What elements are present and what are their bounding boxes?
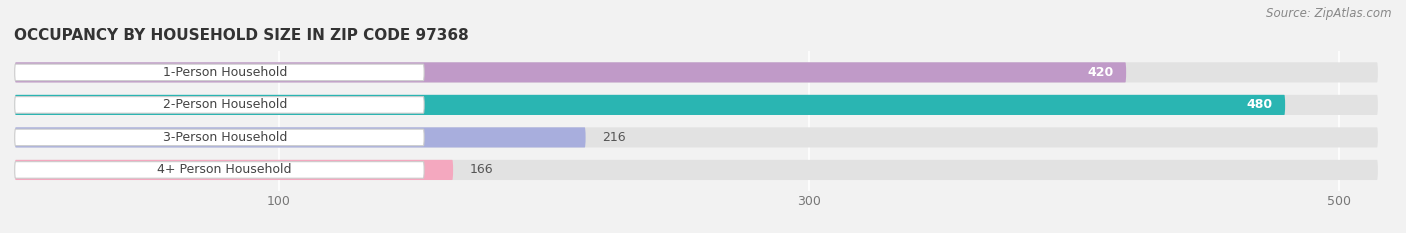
Text: 166: 166 <box>470 163 494 176</box>
FancyBboxPatch shape <box>14 129 425 146</box>
Text: OCCUPANCY BY HOUSEHOLD SIZE IN ZIP CODE 97368: OCCUPANCY BY HOUSEHOLD SIZE IN ZIP CODE … <box>14 28 468 43</box>
Text: 4+ Person Household: 4+ Person Household <box>157 163 292 176</box>
FancyBboxPatch shape <box>15 127 585 147</box>
Text: 216: 216 <box>602 131 626 144</box>
FancyBboxPatch shape <box>14 64 425 81</box>
FancyBboxPatch shape <box>15 95 1285 115</box>
FancyBboxPatch shape <box>14 162 425 178</box>
Text: 3-Person Household: 3-Person Household <box>163 131 287 144</box>
Text: Source: ZipAtlas.com: Source: ZipAtlas.com <box>1267 7 1392 20</box>
FancyBboxPatch shape <box>15 160 1378 180</box>
FancyBboxPatch shape <box>14 97 425 113</box>
Text: 1-Person Household: 1-Person Household <box>163 66 287 79</box>
FancyBboxPatch shape <box>15 127 1378 147</box>
FancyBboxPatch shape <box>15 62 1378 82</box>
Text: 420: 420 <box>1087 66 1114 79</box>
Text: 480: 480 <box>1247 98 1272 111</box>
FancyBboxPatch shape <box>15 95 1378 115</box>
FancyBboxPatch shape <box>15 62 1126 82</box>
Text: 2-Person Household: 2-Person Household <box>163 98 287 111</box>
FancyBboxPatch shape <box>15 160 453 180</box>
